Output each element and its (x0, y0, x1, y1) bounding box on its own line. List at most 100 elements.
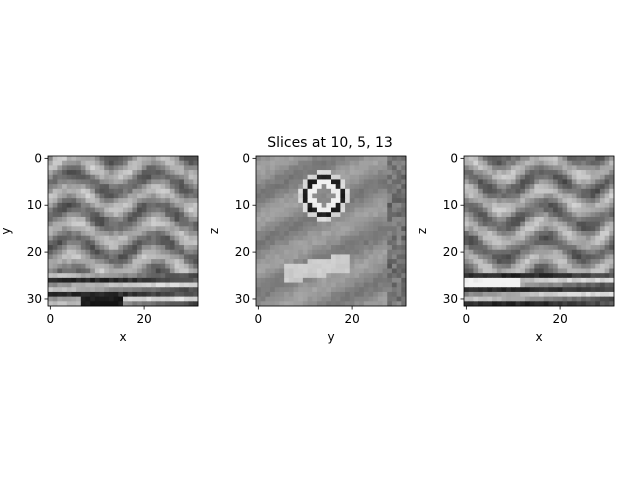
image-cell (373, 259, 379, 265)
image-cell (160, 212, 166, 218)
image-cell (604, 179, 610, 185)
image-cell (524, 291, 531, 298)
image-cell (174, 193, 180, 199)
image-cell (57, 216, 63, 223)
image-cell (279, 174, 285, 180)
image-cell (464, 207, 470, 213)
image-cell (57, 249, 63, 255)
image-cell (599, 188, 606, 194)
image-cell (464, 282, 470, 288)
image-cell (288, 282, 294, 288)
image-cell (99, 231, 105, 237)
image-cell (478, 160, 484, 166)
image-cell (576, 216, 582, 223)
image-cell (260, 287, 266, 293)
image-cell (193, 263, 199, 269)
image-cell (524, 198, 531, 204)
image-cell (80, 291, 86, 298)
image-cell (99, 160, 105, 166)
image-cell (284, 268, 290, 274)
image-cell (298, 301, 304, 307)
image-cell (265, 165, 271, 171)
image-cell (316, 193, 323, 199)
image-cell (76, 184, 82, 190)
image-cell (567, 291, 573, 298)
image-cell (482, 245, 488, 251)
y-tick-label: 20 (27, 245, 42, 259)
image-cell (368, 259, 374, 265)
image-cell (321, 259, 327, 265)
image-cell (57, 193, 63, 199)
image-cell (349, 231, 355, 237)
image-cell (312, 254, 318, 260)
image-cell (169, 259, 175, 265)
image-cell (599, 235, 606, 241)
image-cell (368, 193, 374, 199)
image-cell (473, 212, 479, 218)
image-cell (529, 240, 535, 246)
image-cell (66, 170, 72, 176)
image-cell (76, 174, 82, 180)
image-cell (62, 296, 68, 302)
image-cell (557, 268, 563, 274)
image-cell (340, 240, 346, 246)
image-cell (468, 226, 474, 232)
image-cell (478, 226, 484, 232)
image-cell (571, 249, 577, 255)
image-cell (76, 245, 82, 251)
image-cell (492, 259, 498, 265)
image-cell (193, 174, 199, 180)
image-cell (256, 179, 262, 185)
image-cell (94, 240, 100, 246)
image-cell (468, 235, 474, 241)
image-cell (174, 226, 180, 232)
image-cell (604, 156, 610, 162)
image-cell (52, 254, 58, 260)
image-cell (496, 259, 502, 265)
image-cell (543, 198, 549, 204)
image-cell (85, 207, 91, 213)
image-cell (478, 170, 484, 176)
image-cell (473, 221, 479, 227)
image-cell (609, 254, 615, 260)
image-cell (279, 301, 285, 307)
image-cell (401, 212, 407, 218)
image-cell (66, 193, 72, 199)
image-cell (118, 240, 124, 246)
image-cell (562, 240, 568, 246)
image-cell (321, 277, 327, 283)
image-cell (543, 170, 549, 176)
image-cell (553, 193, 559, 199)
image-cell (265, 160, 271, 166)
image-cell (48, 226, 54, 232)
image-cell (293, 212, 299, 218)
y-tick-label: 30 (443, 292, 458, 306)
image-cell (510, 263, 516, 269)
image-cell (193, 202, 199, 208)
image-cell (293, 231, 299, 237)
image-cell (85, 174, 91, 180)
image-cell (132, 263, 138, 269)
image-cell (340, 174, 346, 180)
image-cell (543, 188, 549, 194)
image-cell (464, 156, 470, 162)
image-cell (52, 174, 58, 180)
image-cell (468, 160, 474, 166)
image-cell (401, 193, 407, 199)
image-cell (312, 165, 318, 171)
image-cell (302, 240, 308, 246)
image-cell (113, 231, 119, 237)
image-cell (80, 216, 86, 223)
image-cell (543, 254, 549, 260)
image-cell (468, 291, 474, 298)
image-cell (501, 268, 507, 274)
image-cell (132, 277, 138, 283)
image-cell (539, 212, 545, 218)
image-cell (377, 188, 383, 194)
image-cell (492, 188, 498, 194)
image-cell (52, 207, 58, 213)
image-cell (85, 202, 91, 208)
image-cell (66, 259, 72, 265)
image-cell (160, 291, 166, 298)
image-cell (387, 291, 393, 298)
